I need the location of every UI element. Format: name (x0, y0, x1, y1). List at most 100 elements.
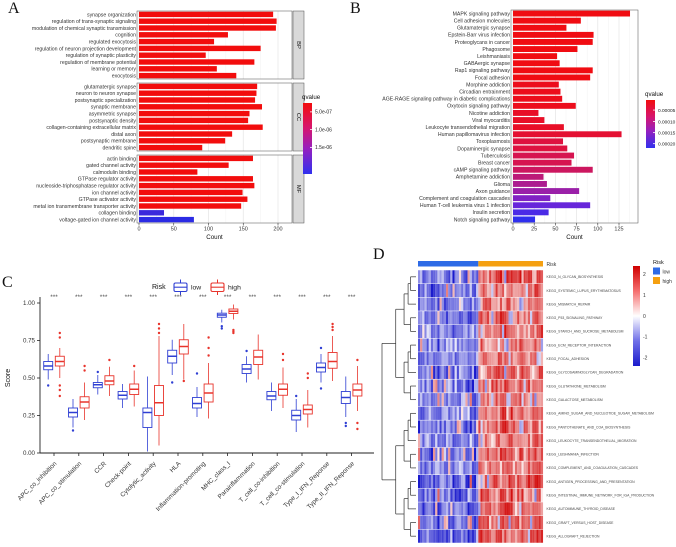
heatmap-cell (514, 270, 518, 284)
heatmap-cell (506, 379, 509, 393)
heatmap-cell (489, 529, 492, 543)
heatmap-cell (426, 324, 429, 338)
pathway-row-label: KEGG_AMINO_SUGAR_AND_NUCLEOTIDE_SUGAR_ME… (547, 412, 655, 416)
heatmap-cell (532, 488, 535, 502)
heatmap-cell (450, 515, 453, 530)
pathway-row-label: KEGG_MISMATCH_REPAIR (547, 302, 591, 306)
heatmap-cell (435, 283, 438, 298)
heatmap-cell (482, 461, 485, 475)
heatmap-cell (508, 515, 511, 530)
heatmap-cell (486, 488, 490, 502)
heatmap-cell (420, 420, 423, 434)
heatmap-cell (450, 297, 453, 311)
heatmap-cell (532, 324, 535, 338)
heatmap-cell (428, 379, 431, 393)
kegg-pathway-bar (513, 195, 551, 202)
heatmap-cell (476, 352, 479, 366)
heatmap-cell (540, 461, 544, 475)
heatmap-cell (508, 393, 511, 407)
heatmap-cell (482, 475, 485, 489)
heatmap-cell (512, 434, 516, 448)
heatmap-cell (538, 447, 541, 461)
heatmap-cell (437, 434, 440, 448)
heatmap-cell (499, 379, 503, 393)
heatmap-cell (456, 338, 459, 352)
category-label: CCR (93, 460, 108, 475)
heatmap-cell (497, 420, 500, 434)
heatmap-cell (491, 515, 494, 530)
box (142, 407, 153, 428)
heatmap-cell (422, 365, 425, 379)
heatmap-cell (426, 529, 429, 543)
heatmap-cell (424, 352, 427, 366)
heatmap-cell (504, 338, 507, 352)
heatmap-cell (474, 311, 477, 325)
heatmap-cell (525, 502, 528, 516)
heatmap-cell (534, 311, 537, 325)
heatmap-cell (424, 270, 427, 284)
heatmap-cell (433, 420, 436, 434)
x-tick-label: 50 (171, 227, 177, 233)
heatmap-cell (430, 283, 434, 298)
x-tick-label: 75 (574, 227, 580, 233)
heatmap-cell (495, 406, 498, 420)
heatmap-cell (469, 434, 472, 448)
heatmap-cell (530, 352, 533, 366)
heatmap-cell (418, 515, 421, 530)
heatmap-cell (441, 447, 444, 461)
heatmap-cell (521, 338, 524, 352)
heatmap-cell (512, 283, 516, 298)
heatmap-cell (495, 379, 498, 393)
heatmap-cell (420, 352, 423, 366)
heatmap-cell (534, 406, 537, 420)
heatmap-cell (493, 283, 496, 298)
heatmap-cell (461, 475, 464, 489)
heatmap-cell (450, 420, 453, 434)
heatmap-cell (525, 365, 528, 379)
heatmap-cell (497, 270, 500, 284)
heatmap-cell (422, 393, 425, 407)
heatmap-cell (418, 502, 421, 516)
heatmap-cell (517, 502, 520, 516)
heatmap-cell (514, 365, 518, 379)
heatmap-cell (474, 338, 477, 352)
go-term-label: actin binding (107, 156, 136, 162)
heatmap-cell (514, 420, 518, 434)
heatmap-cell (446, 420, 449, 434)
heatmap-cell (532, 352, 535, 366)
heatmap-cell (532, 406, 535, 420)
heatmap-cell (489, 270, 492, 284)
heatmap-cell (491, 311, 494, 325)
heatmap-cell (461, 338, 464, 352)
heatmap-cell (474, 393, 477, 407)
heatmap-cell (452, 283, 455, 298)
heatmap-cell (437, 393, 440, 407)
panel-c-label: C (2, 274, 13, 291)
heatmap-cell (426, 311, 429, 325)
heatmap-cell (452, 447, 455, 461)
go-term-label: synapse organization (87, 12, 136, 18)
heatmap-cell (510, 461, 513, 475)
heatmap-cell (450, 434, 453, 448)
heatmap-cell (441, 420, 444, 434)
heatmap-cell (508, 379, 511, 393)
heatmap-cell (491, 393, 494, 407)
heatmap-cell (471, 338, 475, 352)
heatmap-cell (491, 447, 494, 461)
heatmap-cell (536, 379, 539, 393)
heatmap-cell (480, 502, 483, 516)
heatmap-cell (443, 515, 447, 530)
facet-strip-label: MF (295, 185, 301, 194)
heatmap-cell (538, 352, 541, 366)
heatmap-cell (510, 270, 513, 284)
heatmap-cell (491, 420, 494, 434)
heatmap-cell (506, 515, 509, 530)
x-tick-label: 125 (614, 227, 623, 233)
heatmap-cell (446, 270, 449, 284)
heatmap-cell (437, 297, 440, 311)
heatmap-cell (426, 488, 429, 502)
heatmap-cell (448, 529, 451, 543)
heatmap-cell (540, 393, 544, 407)
kegg-pathway-bar (513, 67, 593, 74)
heatmap-cell (422, 379, 425, 393)
